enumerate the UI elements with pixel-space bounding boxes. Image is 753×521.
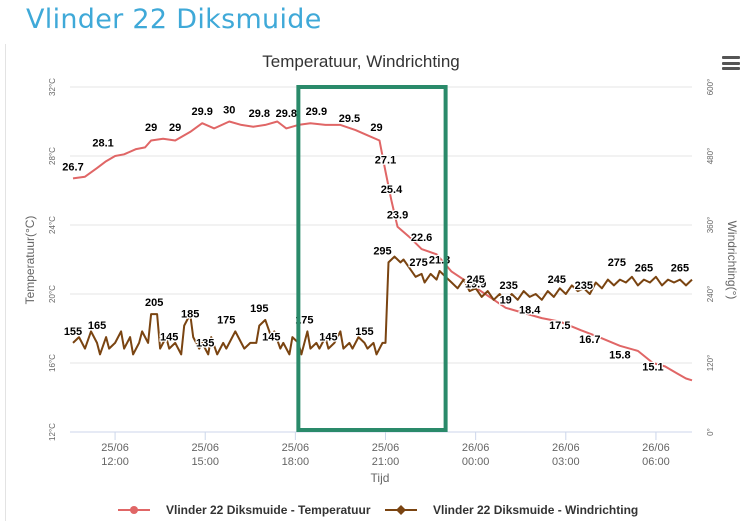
x-tick-date: 25/06 bbox=[282, 442, 310, 454]
wind-data-label: 265 bbox=[671, 263, 689, 275]
chart-title: Temperatuur, Windrichting bbox=[262, 52, 459, 71]
x-tick-date: 25/06 bbox=[101, 442, 129, 454]
y-left-tick-label: 28°C bbox=[48, 147, 57, 165]
temperature-data-label: 22.6 bbox=[411, 232, 432, 244]
temperature-data-label: 27.1 bbox=[375, 155, 396, 167]
temperature-data-label: 29.8 bbox=[249, 108, 270, 120]
x-tick-date: 25/06 bbox=[191, 442, 219, 454]
wind-data-label: 245 bbox=[548, 274, 566, 286]
temperature-data-label: 17.5 bbox=[549, 320, 570, 332]
wind-data-label: 155 bbox=[64, 326, 82, 338]
temperature-data-label: 15.8 bbox=[609, 349, 630, 361]
wind-data-label: 245 bbox=[466, 274, 484, 286]
y-left-tick-label: 16°C bbox=[48, 354, 57, 372]
wind-data-label: 165 bbox=[88, 320, 106, 332]
legend-item-temperature[interactable]: Vlinder 22 Diksmuide - Temperatuur bbox=[118, 503, 371, 517]
highlight-box bbox=[296, 85, 448, 432]
y-left-tick-label: 24°C bbox=[48, 216, 57, 234]
y-axis-right-label: Windrichting(°) bbox=[725, 221, 739, 300]
series-group bbox=[72, 120, 693, 382]
temperature-data-label: 29 bbox=[169, 122, 181, 134]
wind-data-label: 155 bbox=[355, 326, 373, 338]
temperature-data-label: 25.4 bbox=[381, 184, 403, 196]
x-tick-time: 00:00 bbox=[462, 456, 490, 468]
x-tick-date: 25/06 bbox=[372, 442, 400, 454]
legend-marker-circle bbox=[130, 506, 138, 514]
y-axis-right: 0° 120° 240° 360° 480° 600° bbox=[706, 79, 715, 436]
x-tick-date: 26/06 bbox=[642, 442, 670, 454]
legend: Vlinder 22 Diksmuide - Temperatuur Vlinde… bbox=[118, 503, 638, 517]
wind-direction-line bbox=[72, 255, 693, 356]
x-axis: 25/06 12:00 25/06 15:00 25/06 18:00 25/06 21:00… bbox=[101, 432, 670, 468]
temperature-data-label: 16.7 bbox=[579, 334, 600, 346]
temperature-data-label: 19.9 bbox=[465, 279, 486, 291]
temperature-data-label: 29.9 bbox=[192, 106, 213, 118]
wind-data-label: 145 bbox=[319, 332, 337, 344]
temperature-data-label: 15.1 bbox=[642, 362, 663, 374]
legend-item-wind[interactable]: Vlinder 22 Diksmuide - Windrichting bbox=[385, 503, 638, 517]
y-right-tick-label: 240° bbox=[706, 286, 715, 303]
x-tick-time: 18:00 bbox=[282, 456, 310, 468]
temperature-data-label: 30 bbox=[223, 105, 235, 117]
x-tick-time: 12:00 bbox=[101, 456, 129, 468]
y-left-tick-label: 12°C bbox=[48, 423, 57, 441]
legend-marker-diamond bbox=[396, 505, 406, 515]
temperature-data-label: 29.8 bbox=[276, 108, 297, 120]
temperature-data-label: 28.1 bbox=[92, 137, 113, 149]
temperature-data-label: 26.7 bbox=[62, 161, 83, 173]
wind-data-label: 185 bbox=[181, 309, 199, 321]
y-axis-left: 12°C 16°C 20°C 24°C 28°C 32°C bbox=[48, 78, 57, 441]
x-tick-time: 21:00 bbox=[372, 456, 400, 468]
wind-data-label: 145 bbox=[160, 332, 178, 344]
x-tick-date: 26/06 bbox=[462, 442, 490, 454]
x-tick-date: 26/06 bbox=[552, 442, 580, 454]
wind-data-label: 295 bbox=[373, 245, 391, 257]
y-left-tick-label: 20°C bbox=[48, 285, 57, 303]
x-tick-time: 15:00 bbox=[191, 456, 219, 468]
wind-data-label: 265 bbox=[635, 263, 653, 275]
y-right-tick-label: 0° bbox=[706, 428, 715, 436]
temperature-data-label: 19 bbox=[500, 294, 512, 306]
x-tick-time: 03:00 bbox=[552, 456, 580, 468]
wind-data-label: 195 bbox=[250, 303, 268, 315]
y-axis-left-label: Temperatuur(°C) bbox=[23, 216, 37, 305]
y-left-tick-label: 32°C bbox=[48, 78, 57, 96]
wind-data-label: 205 bbox=[145, 297, 163, 309]
y-right-tick-label: 480° bbox=[706, 148, 715, 165]
y-right-tick-label: 360° bbox=[706, 217, 715, 234]
left-divider bbox=[5, 44, 6, 521]
temperature-data-label: 23.9 bbox=[387, 210, 408, 222]
wind-data-label: 275 bbox=[409, 257, 427, 269]
hamburger-menu-icon[interactable] bbox=[722, 56, 740, 70]
legend-label: Vlinder 22 Diksmuide - Temperatuur bbox=[166, 503, 371, 517]
wind-data-label: 175 bbox=[217, 314, 235, 326]
wind-data-label: 145 bbox=[262, 332, 280, 344]
page-title: Vlinder 22 Diksmuide bbox=[26, 4, 322, 35]
wind-data-label: 275 bbox=[608, 257, 626, 269]
legend-label: Vlinder 22 Diksmuide - Windrichting bbox=[433, 503, 638, 517]
wind-data-label: 235 bbox=[500, 280, 518, 292]
y-right-tick-label: 600° bbox=[706, 79, 715, 96]
wind-data-label: 235 bbox=[575, 280, 593, 292]
temperature-data-label: 29 bbox=[370, 122, 382, 134]
data-labels: 26.7 28.1 29 29 29.9 30 29.8 29.8 29.9 29.5 29 27.1… bbox=[61, 103, 690, 375]
wind-data-label: 135 bbox=[196, 337, 214, 349]
temperature-data-label: 29.9 bbox=[306, 106, 327, 118]
temperature-data-label: 18.4 bbox=[519, 305, 541, 317]
x-axis-label: Tijd bbox=[371, 471, 390, 485]
x-tick-time: 06:00 bbox=[642, 456, 670, 468]
temperature-data-label: 29.5 bbox=[339, 113, 360, 125]
temperature-line bbox=[72, 120, 693, 382]
temperature-data-label: 29 bbox=[145, 122, 157, 134]
y-right-tick-label: 120° bbox=[706, 355, 715, 372]
